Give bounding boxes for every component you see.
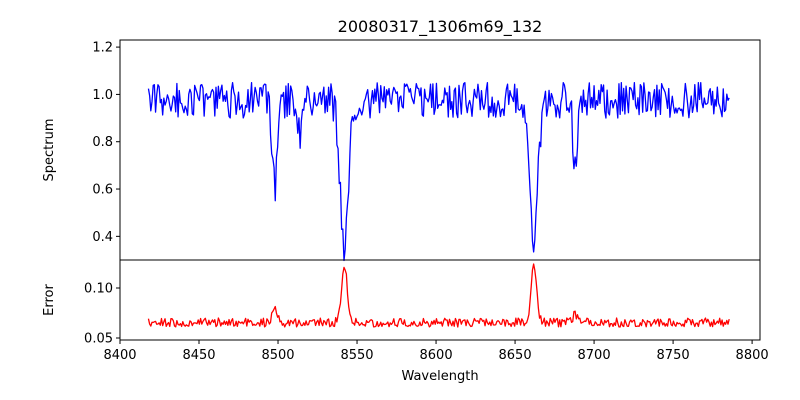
y-tick-label: 1.0 — [92, 88, 113, 103]
x-tick-label: 8500 — [261, 348, 294, 363]
x-tick-label: 8400 — [103, 348, 136, 363]
spectrum-series — [147, 81, 730, 262]
y-tick-label: 0.6 — [92, 183, 113, 198]
error-y-ticks: 0.05 0.10 — [84, 282, 120, 347]
y-tick-label: 0.10 — [84, 282, 113, 297]
y-tick-label: 1.2 — [92, 41, 113, 56]
spectrum-panel: 0.4 0.6 0.8 1.0 1.2 Spectrum — [42, 39, 761, 262]
y-tick-label: 0.8 — [92, 135, 113, 150]
error-panel: 0.05 0.10 8400 8450 8500 8550 8600 8650 8700 875… — [42, 259, 769, 384]
error-x-ticks: 8400 8450 8500 8550 8600 8650 8700 8750 8800 — [103, 340, 769, 363]
x-tick-label: 8550 — [340, 348, 373, 363]
error-series — [147, 263, 730, 328]
x-tick-label: 8650 — [499, 348, 532, 363]
y-tick-label: 0.4 — [92, 230, 113, 245]
spectrum-line — [147, 81, 730, 262]
x-tick-label: 8750 — [657, 348, 690, 363]
error-line — [147, 263, 730, 328]
x-axis-label: Wavelength — [401, 369, 478, 384]
x-tick-label: 8450 — [182, 348, 215, 363]
error-axes-frame — [119, 259, 761, 341]
spectrum-y-ticks: 0.4 0.6 0.8 1.0 1.2 — [92, 41, 120, 245]
chart-title: 20080317_1306m69_132 — [338, 17, 543, 37]
x-tick-label: 8700 — [578, 348, 611, 363]
spectrum-y-label: Spectrum — [42, 119, 57, 182]
x-tick-label: 8800 — [736, 348, 769, 363]
y-tick-label: 0.05 — [84, 332, 113, 347]
x-tick-label: 8600 — [420, 348, 453, 363]
error-y-label: Error — [42, 284, 57, 316]
